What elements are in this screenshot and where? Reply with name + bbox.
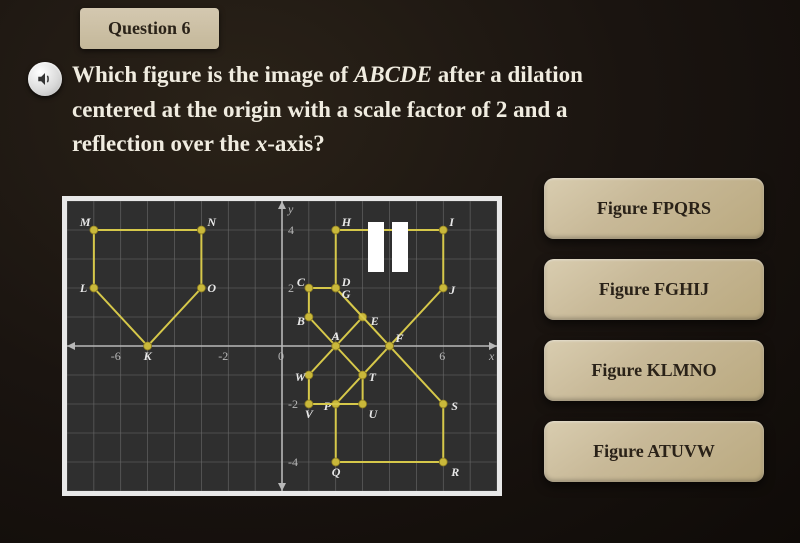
svg-text:U: U (369, 407, 379, 421)
svg-text:4: 4 (288, 223, 294, 237)
audio-play-button[interactable] (28, 62, 62, 96)
svg-text:W: W (295, 370, 307, 384)
answer-option-c[interactable]: Figure KLMNO (544, 340, 764, 401)
svg-text:L: L (79, 281, 87, 295)
svg-text:P: P (324, 399, 332, 413)
svg-text:-2: -2 (288, 397, 298, 411)
svg-text:0: 0 (278, 349, 284, 363)
question-number: Question 6 (108, 18, 191, 38)
axis-name: x (256, 131, 268, 156)
answer-list: Figure FPQRS Figure FGHIJ Figure KLMNO F… (544, 178, 764, 482)
answer-label: Figure FPQRS (597, 198, 711, 218)
svg-text:G: G (342, 287, 351, 301)
svg-text:B: B (296, 314, 305, 328)
svg-text:H: H (341, 215, 352, 229)
svg-text:-6: -6 (111, 349, 121, 363)
pre-image-name: ABCDE (354, 62, 432, 87)
svg-text:J: J (448, 283, 456, 297)
svg-text:K: K (143, 349, 153, 363)
svg-text:A: A (331, 329, 340, 343)
question-prompt: Which figure is the image of ABCDE after… (72, 58, 760, 162)
svg-text:V: V (305, 407, 314, 421)
answer-option-b[interactable]: Figure FGHIJ (544, 259, 764, 320)
svg-text:R: R (450, 465, 459, 479)
svg-text:-2: -2 (218, 349, 228, 363)
svg-text:6: 6 (439, 349, 445, 363)
svg-text:C: C (297, 275, 306, 289)
svg-text:M: M (79, 215, 91, 229)
coordinate-graph: xy-6-206-4-224ABCDEFGHIJKLMNOFPQRSATUVW (62, 196, 502, 496)
svg-text:N: N (206, 215, 217, 229)
graph-svg: xy-6-206-4-224ABCDEFGHIJKLMNOFPQRSATUVW (67, 201, 497, 491)
svg-text:O: O (207, 281, 216, 295)
svg-text:-4: -4 (288, 455, 298, 469)
answer-option-d[interactable]: Figure ATUVW (544, 421, 764, 482)
question-number-tab: Question 6 (80, 8, 219, 49)
answer-option-a[interactable]: Figure FPQRS (544, 178, 764, 239)
svg-text:x: x (488, 349, 495, 363)
svg-text:Q: Q (332, 465, 341, 479)
svg-text:F: F (395, 331, 404, 345)
speaker-icon (36, 70, 54, 88)
answer-label: Figure FGHIJ (599, 279, 709, 299)
svg-text:y: y (287, 202, 294, 216)
answer-label: Figure ATUVW (593, 441, 715, 461)
svg-text:2: 2 (288, 281, 294, 295)
svg-text:T: T (369, 370, 377, 384)
answer-label: Figure KLMNO (591, 360, 716, 380)
svg-text:S: S (451, 399, 458, 413)
